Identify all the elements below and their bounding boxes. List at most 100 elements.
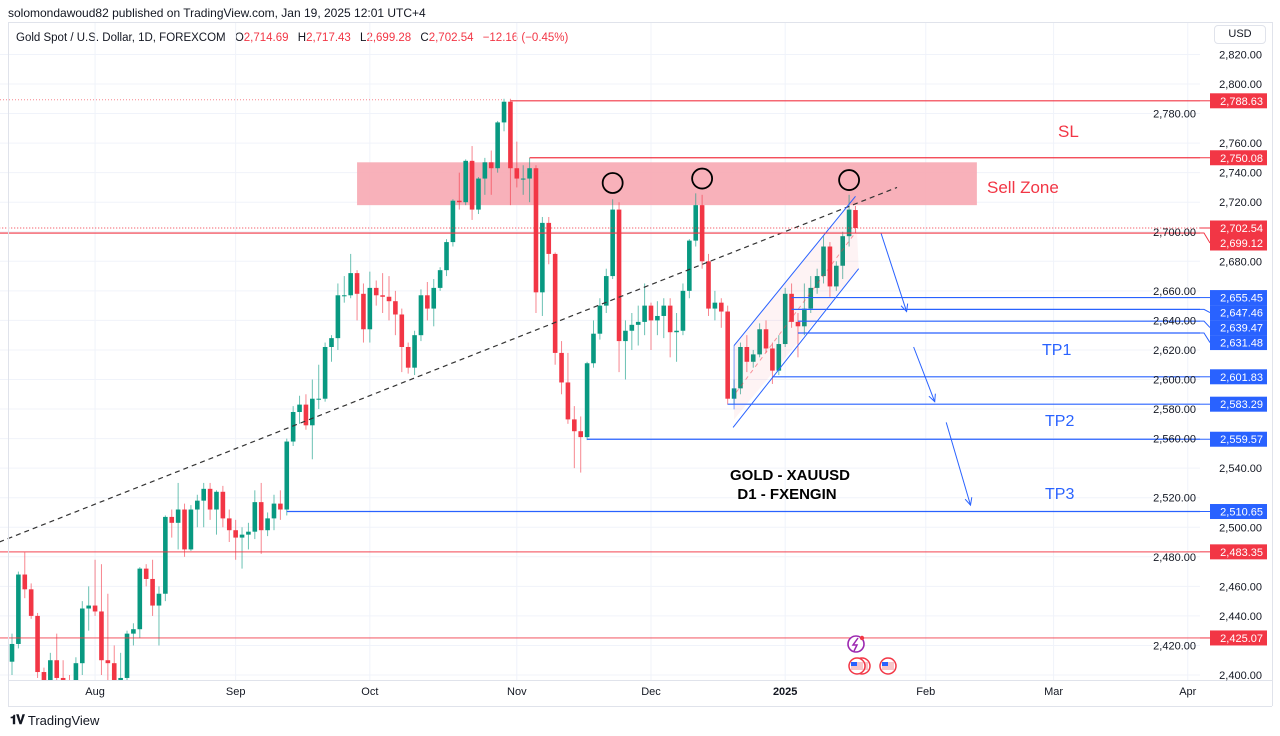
price-tick-label: 2,500.00 [1219, 522, 1262, 534]
candle [667, 298, 673, 358]
symbol-legend: Gold Spot / U.S. Dollar, 1D, FOREXCOM O2… [16, 32, 568, 44]
badge-value: 2,647.46 [1220, 308, 1263, 320]
symbol-name[interactable]: Gold Spot / U.S. Dollar, 1D, FOREXCOM [16, 32, 226, 44]
candle [469, 146, 475, 220]
channel-midline [735, 232, 856, 393]
candle-body [488, 162, 494, 169]
candle [418, 289, 424, 342]
candle-body [827, 246, 833, 287]
candle-body [169, 516, 175, 523]
candle-body [412, 335, 417, 368]
top-circle-marker [601, 172, 624, 194]
candle [163, 515, 168, 602]
candle-body [572, 419, 577, 432]
candle-body [258, 502, 264, 531]
target-arrow [880, 233, 909, 313]
candle-body [182, 509, 187, 550]
candle [361, 283, 366, 343]
candle [578, 416, 584, 473]
candle [712, 290, 718, 321]
open-value: 2,714.69 [243, 32, 289, 44]
candle [648, 302, 654, 350]
candle-body [610, 209, 615, 277]
candle-body [782, 293, 788, 345]
badge-bg [1210, 396, 1267, 412]
candle [827, 242, 833, 297]
candle-body [86, 605, 91, 609]
candle [597, 298, 603, 340]
candle [341, 276, 347, 303]
candle-body [565, 382, 571, 420]
candle [54, 633, 60, 680]
candle-body [712, 302, 718, 309]
candle [111, 645, 117, 680]
candle-body [834, 265, 839, 287]
drawings [0, 99, 973, 543]
grid [0, 22, 1200, 680]
badge-value: 2,559.57 [1220, 434, 1263, 446]
tp1-label: TP1 [1042, 342, 1071, 359]
time-tick-label: Nov [507, 686, 527, 698]
candle [399, 308, 405, 373]
badge-value: 2,510.65 [1220, 507, 1263, 519]
brand-name: TradingView [27, 712, 100, 728]
badge-value: 2,601.83 [1220, 372, 1263, 384]
candle [41, 667, 47, 680]
badge-value: 2,583.29 [1220, 399, 1263, 411]
price-tick-label: 2,480.00 [1153, 552, 1196, 564]
badge-bg [1210, 235, 1267, 251]
candle-body [361, 293, 366, 330]
price-level-badge: 2,647.46 [1200, 305, 1267, 321]
candle-body [207, 488, 213, 510]
candle-body [757, 329, 762, 355]
candle-body [373, 287, 379, 296]
candle [680, 283, 686, 336]
candle-body [814, 276, 820, 288]
us-flag-event-icon[interactable] [848, 657, 866, 675]
candle-body [9, 643, 15, 662]
candle [99, 564, 104, 675]
tradingview-logo-icon: 𝟏𝐕 [10, 712, 25, 727]
candle [118, 652, 123, 680]
candle-body [322, 346, 328, 399]
candle [635, 305, 641, 346]
badge-bg [1210, 220, 1267, 236]
badge-bg [1210, 93, 1267, 109]
candle-body [591, 333, 596, 364]
candle [393, 290, 398, 336]
candle-body [603, 276, 609, 306]
candle-body [425, 295, 430, 309]
candle-body [354, 273, 360, 294]
candle [655, 301, 660, 336]
candle [373, 280, 379, 306]
badge-value: 2,702.54 [1220, 223, 1263, 235]
price-tick-label: 2,760.00 [1219, 138, 1262, 150]
currency-button[interactable]: USD [1214, 25, 1266, 44]
candle [750, 349, 756, 368]
us-flag-event-icon[interactable] [879, 657, 897, 675]
candle-body [667, 305, 673, 333]
candles [9, 98, 858, 680]
price-level-badge: 2,483.35 [1200, 544, 1267, 560]
trendline-dashed [0, 186, 898, 543]
candle-body [303, 404, 309, 426]
candle [69, 675, 71, 680]
candle-body [265, 518, 270, 531]
candle-body [418, 295, 424, 336]
candle-body [648, 305, 654, 321]
tp2-label: TP2 [1045, 413, 1074, 430]
channel-upper-line [733, 195, 856, 346]
badge-bg [1210, 504, 1267, 520]
lightning-event-icon[interactable] [847, 635, 865, 653]
price-level-badge: 2,702.54 [1200, 220, 1267, 236]
candle [603, 268, 609, 314]
candle [699, 194, 705, 269]
candle-body [214, 491, 219, 510]
annotations: SL Sell Zone TP1 TP2 TP3 GOLD - XAUUSD D… [730, 122, 1079, 503]
candle-body [156, 593, 162, 606]
candle-body [514, 168, 520, 179]
candle [348, 253, 353, 299]
candle [195, 494, 200, 528]
candle-body [450, 200, 456, 243]
